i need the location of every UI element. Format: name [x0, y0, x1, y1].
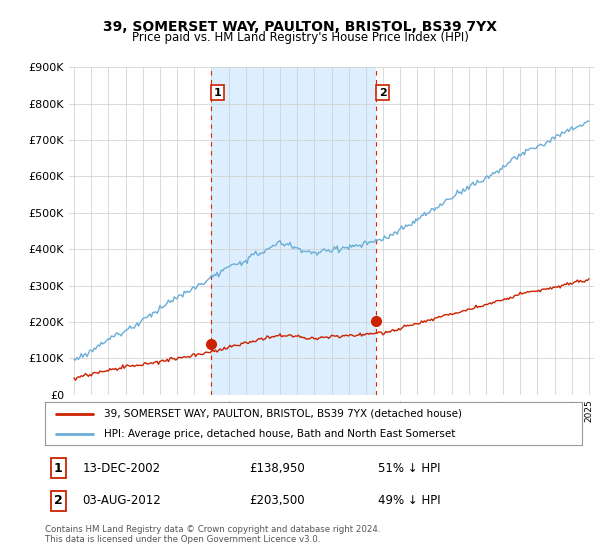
Text: 2: 2 [54, 494, 63, 507]
Text: HPI: Average price, detached house, Bath and North East Somerset: HPI: Average price, detached house, Bath… [104, 429, 455, 439]
Text: 39, SOMERSET WAY, PAULTON, BRISTOL, BS39 7YX (detached house): 39, SOMERSET WAY, PAULTON, BRISTOL, BS39… [104, 409, 462, 419]
Text: £138,950: £138,950 [249, 461, 305, 475]
Text: 49% ↓ HPI: 49% ↓ HPI [378, 494, 440, 507]
Text: 1: 1 [54, 461, 63, 475]
Text: 1: 1 [214, 88, 221, 97]
Bar [211, 67, 376, 395]
Text: £203,500: £203,500 [249, 494, 305, 507]
Text: 2: 2 [379, 88, 386, 97]
Text: This data is licensed under the Open Government Licence v3.0.: This data is licensed under the Open Gov… [45, 535, 320, 544]
Text: 03-AUG-2012: 03-AUG-2012 [83, 494, 161, 507]
Text: Price paid vs. HM Land Registry's House Price Index (HPI): Price paid vs. HM Land Registry's House … [131, 31, 469, 44]
Text: 51% ↓ HPI: 51% ↓ HPI [378, 461, 440, 475]
Text: Contains HM Land Registry data © Crown copyright and database right 2024.: Contains HM Land Registry data © Crown c… [45, 525, 380, 534]
Text: 39, SOMERSET WAY, PAULTON, BRISTOL, BS39 7YX: 39, SOMERSET WAY, PAULTON, BRISTOL, BS39… [103, 20, 497, 34]
Text: 13-DEC-2002: 13-DEC-2002 [83, 461, 161, 475]
